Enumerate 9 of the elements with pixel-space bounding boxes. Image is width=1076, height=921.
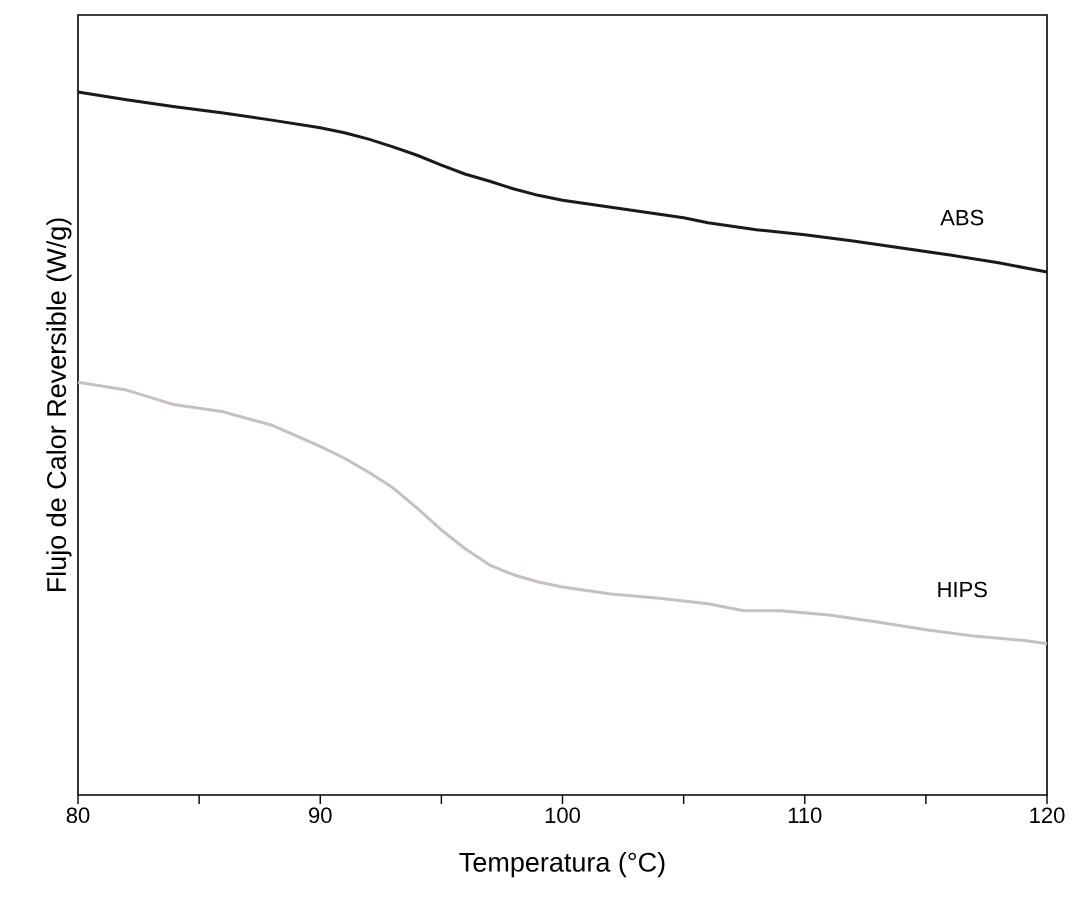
x-tick-label: 120 bbox=[1030, 807, 1065, 824]
x-tick-label: 100 bbox=[545, 807, 580, 824]
series-label: ABS bbox=[940, 209, 984, 226]
x-tick-label: 110 bbox=[788, 807, 822, 824]
x-tick-label: 80 bbox=[66, 807, 90, 824]
x-tick-label: 90 bbox=[309, 807, 332, 824]
y-axis-title: Flujo de Calor Reversible (W/g) bbox=[46, 218, 72, 592]
series-label: HIPS bbox=[938, 581, 987, 598]
x-axis-title: Temperatura (°C) bbox=[459, 851, 665, 878]
